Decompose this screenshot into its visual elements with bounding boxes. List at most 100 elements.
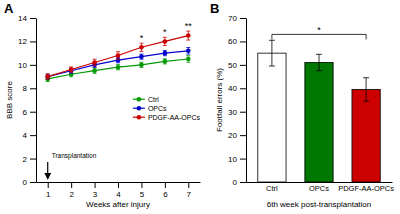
annotation: * <box>140 33 144 43</box>
error-bar <box>93 59 97 66</box>
axis-line <box>36 19 37 183</box>
chart-svg: 123456702468101214****TransplantationCtr… <box>0 0 400 214</box>
point <box>139 45 144 50</box>
error-bar <box>163 51 167 56</box>
tick-mark <box>240 88 246 89</box>
tick: 6 <box>163 182 168 199</box>
tick-label: 14 <box>18 14 27 23</box>
point <box>116 53 121 58</box>
error-bar <box>139 62 143 67</box>
tick: 0 <box>23 178 36 187</box>
tick-mark <box>30 159 36 160</box>
tick-label: 10 <box>18 61 27 70</box>
tick: 20 <box>228 131 246 140</box>
point <box>163 39 168 44</box>
tick-mark <box>165 182 166 188</box>
tick-label: 4 <box>116 190 121 199</box>
tick: 70 <box>228 14 246 23</box>
error-bar <box>163 37 167 45</box>
legend-label: Ctrl <box>148 96 159 103</box>
tick: 6 <box>23 108 36 117</box>
panel-title: B <box>210 1 219 16</box>
tick-mark <box>30 41 36 42</box>
tick-label: OPCs <box>309 184 329 193</box>
error-bar <box>93 68 97 73</box>
y-axis-title: BBB score <box>5 81 14 119</box>
series-line <box>48 36 189 77</box>
tick-label: 12 <box>18 37 27 46</box>
tick: 60 <box>228 37 246 46</box>
tick: 10 <box>228 155 246 164</box>
tick: 2 <box>69 182 74 199</box>
tick-label: 7 <box>187 190 192 199</box>
panel-title: A <box>4 1 14 16</box>
error-bar <box>316 54 322 70</box>
tick: 50 <box>228 61 246 70</box>
tick: OPCs <box>309 184 329 193</box>
tick: 2 <box>23 155 36 164</box>
tick-mark <box>71 182 72 188</box>
tick-label: 10 <box>228 155 237 164</box>
error-bar <box>69 67 73 72</box>
tick-mark <box>240 135 246 136</box>
point <box>186 49 191 54</box>
tick: Ctrl <box>266 184 278 193</box>
tick-mark <box>141 182 142 188</box>
tick-label: 60 <box>228 37 237 46</box>
point <box>186 57 191 62</box>
tick-label: 4 <box>23 131 28 140</box>
axis: 1 2 3 4 5 6 7 <box>37 182 201 199</box>
tick-mark <box>240 18 246 19</box>
tick-label: PDGF-AA-OPCs <box>338 184 394 193</box>
point <box>163 51 168 56</box>
tick-label: 6 <box>163 190 168 199</box>
error-bar <box>116 52 120 59</box>
tick-label: Ctrl <box>266 184 278 193</box>
tick-label: 30 <box>228 108 237 117</box>
error-bar <box>139 43 143 51</box>
legend-label: PDGF-AA-OPCs <box>148 114 201 121</box>
annotation: * <box>317 25 321 35</box>
tick: 7 <box>187 182 192 199</box>
error-bar <box>116 65 120 70</box>
tick-label: 2 <box>69 190 74 199</box>
plot-area <box>45 31 190 81</box>
tick-label: 40 <box>228 84 237 93</box>
legend-item: OPCs <box>133 105 167 112</box>
x-axis-title: 6th week post-transplantation <box>267 200 372 209</box>
error-bar <box>139 54 143 59</box>
y-axis-title: Footfall errors (%) <box>215 68 224 132</box>
tick-mark <box>30 65 36 66</box>
axis: 0 10 20 30 40 50 60 70 <box>228 14 246 187</box>
series-line <box>48 51 189 77</box>
tick: 40 <box>228 84 246 93</box>
error-bar <box>46 74 50 79</box>
axis-line <box>246 19 247 183</box>
tick-label: 70 <box>228 14 237 23</box>
point <box>45 74 50 79</box>
tick-label: 3 <box>93 190 98 199</box>
tick: 30 <box>228 108 246 117</box>
tick-mark <box>30 135 36 136</box>
bar <box>352 89 380 182</box>
point <box>186 33 191 38</box>
tick-label: 1 <box>46 190 51 199</box>
point <box>92 68 97 73</box>
point <box>139 54 144 59</box>
tick-label: 20 <box>228 131 237 140</box>
tick-mark <box>30 18 36 19</box>
error-bar <box>46 74 50 79</box>
tick: 5 <box>140 182 145 199</box>
legend: Ctrl OPCs PDGF-AA-OPCs <box>133 96 201 121</box>
error-bar <box>163 59 167 64</box>
legend-swatch <box>137 97 142 102</box>
bar <box>258 53 286 182</box>
plot-area <box>258 34 380 182</box>
annotation-arrow <box>47 162 48 179</box>
tick-mark <box>30 88 36 89</box>
axis-line <box>247 182 393 183</box>
series <box>45 48 190 80</box>
tick-label: 0 <box>233 178 238 187</box>
point <box>45 74 50 79</box>
legend-swatch <box>137 115 142 120</box>
